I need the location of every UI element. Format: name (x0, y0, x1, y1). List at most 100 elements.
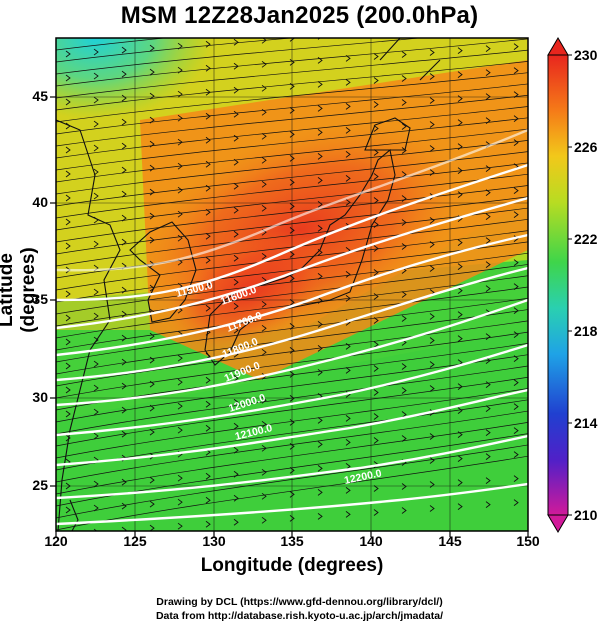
wind-arrowhead (289, 442, 295, 450)
wind-arrowhead (261, 492, 267, 500)
wind-arrowhead (149, 404, 155, 412)
contour-11600 (56, 196, 528, 330)
wind-arrowhead (373, 197, 379, 204)
contour-12200 (56, 434, 528, 500)
wind-streamline (56, 376, 528, 447)
wind-arrowhead (93, 504, 99, 512)
wind-arrowhead (149, 188, 155, 196)
wind-arrowhead (93, 288, 99, 296)
wind-streamline (56, 230, 528, 291)
wind-arrowhead (317, 273, 323, 280)
wind-arrowhead (121, 46, 127, 54)
wind-arrowhead (233, 62, 239, 70)
wind-arrowhead (429, 145, 435, 152)
wind-arrowhead (93, 96, 99, 104)
wind-arrowhead (121, 70, 127, 78)
wind-arrowhead (177, 210, 183, 218)
wind-arrowhead (429, 49, 435, 56)
wind-arrowhead (289, 298, 295, 306)
wind-arrowhead (513, 499, 519, 507)
wind-arrowhead (485, 93, 491, 100)
wind-arrowhead (233, 398, 239, 406)
wind-arrowhead (205, 40, 211, 48)
wind-arrowhead (261, 156, 267, 164)
wind-streamline (56, 49, 528, 99)
wind-arrowhead (65, 242, 71, 250)
wind-arrowhead (373, 437, 379, 444)
wind-arrowhead (261, 396, 267, 404)
wind-arrowhead (177, 186, 183, 194)
wind-arrowhead (485, 213, 491, 220)
wind-arrowhead (457, 167, 463, 174)
wind-arrowhead (513, 211, 519, 219)
wind-arrowhead (65, 218, 71, 226)
wind-arrowhead (401, 75, 407, 82)
wind-arrowhead (177, 522, 183, 530)
wind-arrowhead (513, 115, 519, 123)
wind-arrowhead (121, 142, 127, 150)
wind-arrowhead (205, 112, 211, 120)
wind-streamline (56, 72, 528, 123)
wind-arrowhead (373, 317, 379, 324)
height-contours (56, 128, 528, 526)
y-tick-label: 45 (32, 88, 48, 104)
colorbar-label: 222 (574, 231, 598, 247)
wind-arrowhead (149, 284, 155, 292)
wind-streamline (56, 410, 528, 483)
wind-arrowhead (485, 237, 491, 244)
wind-arrowhead (205, 160, 211, 168)
wind-arrowhead (149, 164, 155, 172)
wind-arrowhead (401, 195, 407, 202)
colorbar-label: 226 (574, 139, 598, 155)
wind-arrowhead (373, 53, 379, 60)
wind-arrowhead (261, 180, 267, 188)
wind-arrowhead (233, 494, 239, 502)
wind-arrowhead (373, 125, 379, 132)
wind-streamline (56, 196, 528, 255)
wind-arrowhead (457, 95, 463, 102)
y-tick-label: 35 (32, 291, 48, 307)
wind-arrowhead (317, 465, 323, 472)
wind-arrowhead (317, 129, 323, 136)
wind-arrowhead (401, 243, 407, 250)
wind-streamline (56, 106, 528, 159)
wind-arrowhead (177, 354, 183, 362)
wind-arrowhead (205, 232, 211, 240)
wind-arrowhead (233, 278, 239, 286)
wind-arrowhead (65, 482, 71, 490)
wind-arrowhead (289, 490, 295, 498)
wind-arrowhead (429, 265, 435, 272)
credit-drawing: Drawing by DCL (https://www.gfd-dennou.o… (156, 596, 443, 608)
wind-arrowhead (177, 498, 183, 506)
wind-arrowhead (317, 201, 323, 208)
wind-arrowhead (261, 108, 267, 116)
wind-arrowhead (373, 269, 379, 276)
wind-arrowhead (513, 91, 519, 99)
credit-data: Data from http://database.rish.kyoto-u.a… (155, 610, 444, 622)
y-tick-label: 25 (32, 477, 48, 493)
wind-arrowhead (233, 446, 239, 454)
wind-streamline (56, 320, 528, 387)
wind-streamline (56, 38, 169, 51)
wind-arrowhead (149, 140, 155, 148)
wind-arrowhead (177, 162, 183, 170)
wind-arrowhead (373, 221, 379, 228)
wind-arrowhead (65, 434, 71, 442)
wind-arrowhead (289, 226, 295, 234)
x-tick-label: 150 (516, 533, 540, 549)
wind-arrowhead (261, 348, 267, 356)
wind-arrowhead (121, 406, 127, 414)
wind-arrowhead (205, 184, 211, 192)
wind-arrowhead (513, 283, 519, 291)
wind-arrowhead (233, 518, 239, 526)
wind-arrowhead (401, 363, 407, 370)
wind-arrowhead (345, 439, 351, 446)
wind-arrowhead (373, 365, 379, 372)
wind-arrowhead (93, 192, 99, 200)
wind-arrowhead (373, 101, 379, 108)
wind-arrowhead (317, 441, 323, 448)
wind-arrowhead (205, 136, 211, 144)
wind-arrowhead (485, 477, 491, 484)
wind-arrowhead (317, 105, 323, 112)
wind-arrowhead (121, 334, 127, 342)
